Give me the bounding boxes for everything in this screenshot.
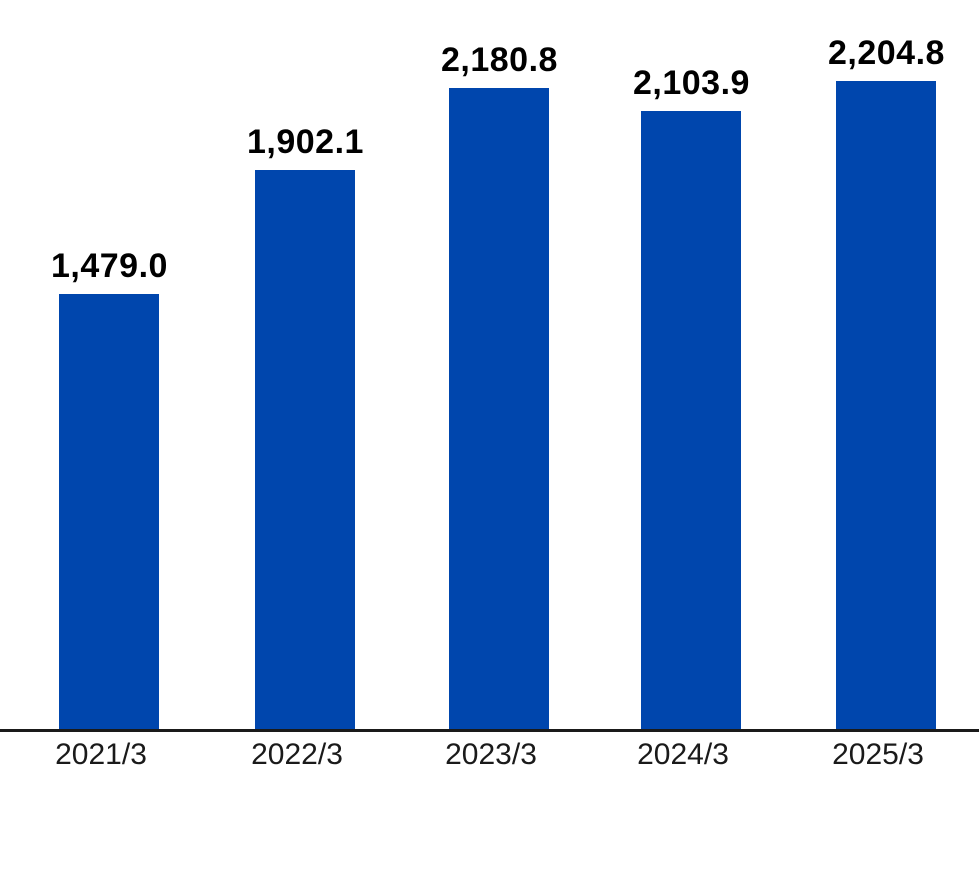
- x-axis-label: 2023/3: [445, 738, 537, 771]
- bar: [255, 170, 356, 729]
- x-axis-line: [0, 729, 979, 732]
- bar-group: 1,479.0: [51, 249, 168, 729]
- bar-value-label: 1,902.1: [247, 123, 364, 161]
- bar: [59, 294, 160, 729]
- bar-value-label: 2,180.8: [441, 41, 558, 79]
- bar-value-label: 2,204.8: [828, 34, 945, 72]
- bar-value-label: 1,479.0: [51, 247, 168, 285]
- x-axis-label: 2025/3: [832, 738, 924, 771]
- bar-group: 1,902.1: [247, 125, 364, 729]
- bar-group: 2,180.8: [441, 43, 558, 729]
- bar: [449, 88, 550, 729]
- bar: [836, 81, 937, 729]
- bar-group: 2,103.9: [633, 66, 750, 729]
- x-axis-label: 2024/3: [637, 738, 729, 771]
- x-axis-label: 2021/3: [55, 738, 147, 771]
- bar-value-label: 2,103.9: [633, 64, 750, 102]
- x-axis-label: 2022/3: [251, 738, 343, 771]
- bar-group: 2,204.8: [828, 36, 945, 729]
- bar: [641, 111, 742, 729]
